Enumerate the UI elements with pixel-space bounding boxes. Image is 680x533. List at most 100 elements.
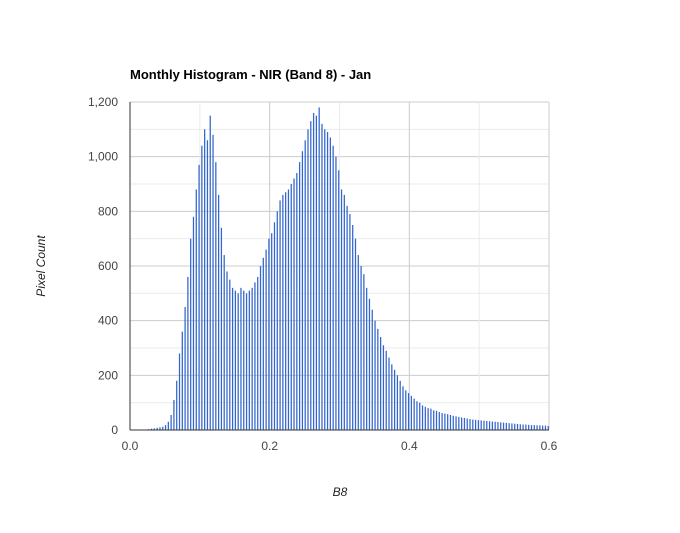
histogram-bar bbox=[444, 413, 446, 430]
histogram-bar bbox=[421, 405, 424, 430]
histogram-bar bbox=[514, 423, 516, 430]
histogram-bar bbox=[312, 112, 315, 430]
histogram-bar bbox=[391, 364, 393, 430]
histogram-bar bbox=[338, 170, 340, 431]
histogram-bar bbox=[511, 423, 513, 430]
histogram-bar bbox=[494, 421, 496, 430]
histogram-bar bbox=[461, 417, 463, 430]
histogram-bar bbox=[287, 189, 290, 430]
histogram-bar bbox=[505, 422, 507, 430]
histogram-bar bbox=[469, 419, 471, 430]
x-tick-label: 0.2 bbox=[261, 439, 278, 453]
histogram-bar bbox=[153, 428, 156, 430]
histogram-bar bbox=[318, 107, 320, 430]
histogram-bar bbox=[458, 416, 460, 430]
histogram-bar bbox=[380, 337, 382, 430]
y-tick-label: 1,000 bbox=[88, 150, 118, 164]
histogram-bar bbox=[433, 410, 435, 430]
histogram-bar bbox=[424, 406, 426, 430]
histogram-bar bbox=[265, 249, 267, 430]
histogram-bar bbox=[310, 121, 312, 430]
histogram-bar bbox=[192, 216, 195, 430]
histogram-bar bbox=[488, 421, 491, 430]
histogram-bar bbox=[231, 287, 234, 430]
histogram-bar bbox=[150, 428, 153, 430]
histogram-bar bbox=[447, 414, 449, 430]
histogram-bar bbox=[181, 331, 183, 430]
x-axis-label: B8 bbox=[333, 485, 348, 499]
histogram-bar bbox=[343, 194, 345, 430]
x-tick-label: 0.4 bbox=[401, 439, 418, 453]
histogram-bar bbox=[438, 411, 440, 430]
histogram-bar bbox=[262, 257, 264, 430]
histogram-bar bbox=[486, 420, 488, 430]
histogram-bar bbox=[254, 282, 256, 430]
histogram-bar bbox=[223, 255, 225, 430]
y-tick-label: 200 bbox=[98, 368, 118, 382]
histogram-bar bbox=[519, 424, 521, 430]
x-axis-ticks: 0.0 0.2 0.4 0.6 bbox=[122, 439, 558, 453]
histogram-bar bbox=[315, 115, 318, 431]
histogram-bar bbox=[298, 162, 301, 430]
histogram-bar bbox=[427, 408, 429, 430]
histogram-bar bbox=[340, 189, 343, 430]
histogram-bar bbox=[483, 420, 485, 430]
histogram-bar bbox=[547, 425, 549, 430]
histogram-bar bbox=[167, 421, 169, 430]
histogram-bar bbox=[245, 293, 248, 430]
histogram-bar bbox=[324, 129, 326, 431]
histogram-bar bbox=[164, 425, 167, 430]
histogram-bar bbox=[536, 425, 538, 430]
histogram-bar bbox=[371, 309, 373, 430]
histogram-bar bbox=[516, 423, 519, 430]
y-tick-label: 400 bbox=[98, 314, 118, 328]
histogram-bar bbox=[198, 164, 200, 430]
x-tick-label: 0.0 bbox=[122, 439, 139, 453]
histogram-bar bbox=[209, 115, 211, 431]
histogram-bar bbox=[156, 427, 158, 430]
histogram-bar bbox=[301, 151, 304, 430]
histogram-bar bbox=[363, 274, 365, 430]
histogram-bar bbox=[508, 423, 510, 430]
histogram-bar bbox=[441, 413, 443, 430]
histogram-bar bbox=[290, 184, 292, 430]
histogram-bar bbox=[195, 189, 197, 430]
y-tick-label: 600 bbox=[98, 259, 118, 273]
histogram-bar bbox=[296, 173, 298, 431]
histogram-bar bbox=[220, 227, 223, 430]
histogram-bar bbox=[393, 369, 396, 430]
histogram-bar bbox=[204, 129, 206, 431]
histogram-bar bbox=[173, 399, 175, 430]
histogram-bar bbox=[201, 145, 203, 430]
histogram-bar bbox=[360, 266, 362, 430]
histogram-bar bbox=[528, 424, 530, 430]
histogram-bar bbox=[382, 345, 385, 430]
histogram-bar bbox=[206, 140, 209, 430]
histogram-bar bbox=[248, 290, 250, 430]
histogram-bar bbox=[237, 293, 239, 430]
histogram-bar bbox=[539, 425, 541, 430]
histogram-bar bbox=[184, 307, 186, 430]
histogram-bar bbox=[354, 238, 357, 430]
histogram-bar bbox=[522, 424, 524, 430]
histogram-bar bbox=[335, 156, 337, 430]
histogram-bar bbox=[525, 424, 527, 430]
histogram-bar bbox=[251, 287, 253, 430]
histogram-bar bbox=[366, 287, 368, 430]
histogram-bar bbox=[170, 414, 172, 430]
histogram-bar bbox=[226, 271, 228, 430]
histogram-bar bbox=[463, 417, 466, 430]
histogram-bar bbox=[430, 408, 432, 430]
histogram-bar bbox=[502, 422, 505, 430]
histogram-bar bbox=[176, 380, 178, 430]
histogram-bar bbox=[357, 255, 359, 430]
chart-title: Monthly Histogram - NIR (Band 8) - Jan bbox=[130, 67, 371, 82]
histogram-bar bbox=[472, 419, 474, 430]
histogram-bar bbox=[500, 422, 502, 430]
histogram-bar bbox=[332, 145, 334, 430]
histogram-bar bbox=[159, 427, 161, 430]
histogram-bar bbox=[268, 238, 270, 430]
histogram-bar bbox=[407, 393, 410, 430]
histogram-bar bbox=[212, 134, 214, 431]
histogram-bar bbox=[346, 205, 348, 430]
